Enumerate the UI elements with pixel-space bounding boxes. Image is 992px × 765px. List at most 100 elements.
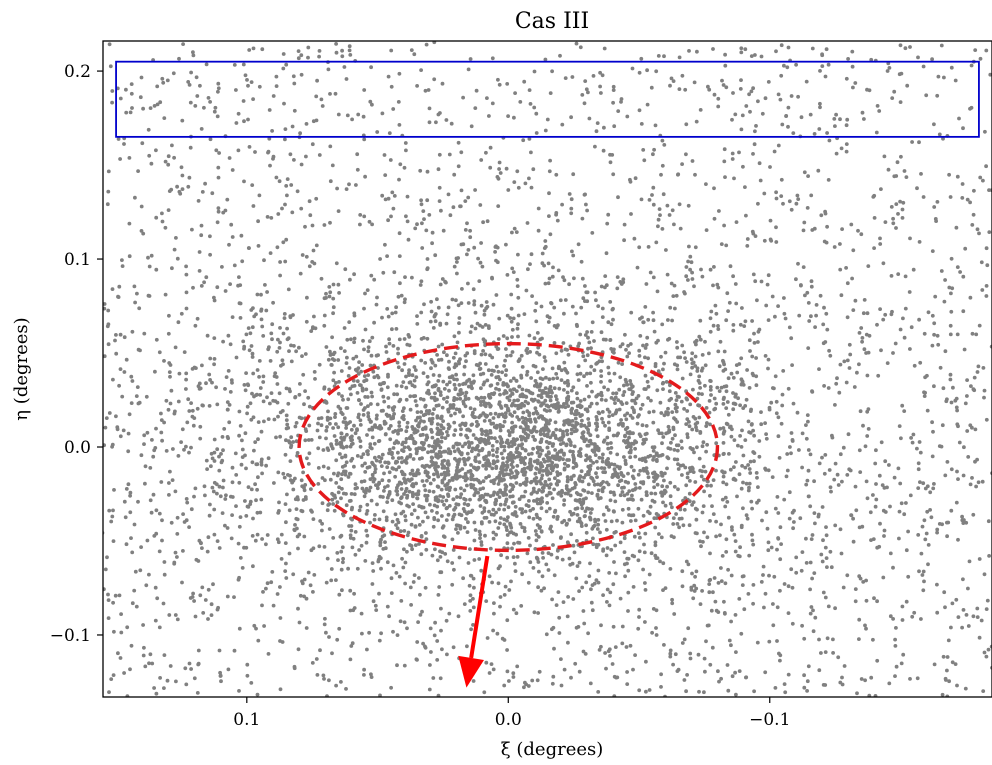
scatter-point xyxy=(126,482,131,487)
scatter-point xyxy=(734,363,739,367)
scatter-point xyxy=(787,516,792,521)
scatter-point xyxy=(339,346,343,351)
scatter-point xyxy=(814,303,819,307)
scatter-point xyxy=(827,348,831,353)
scatter-point xyxy=(298,271,303,276)
scatter-point xyxy=(497,82,502,87)
scatter-point xyxy=(492,611,496,616)
scatter-point xyxy=(745,368,749,372)
scatter-point xyxy=(594,427,599,432)
scatter-point xyxy=(451,355,456,360)
scatter-point xyxy=(909,436,913,440)
scatter-point xyxy=(680,376,685,381)
scatter-point xyxy=(975,227,980,232)
scatter-point xyxy=(423,404,428,409)
scatter-point xyxy=(396,456,401,460)
scatter-point xyxy=(852,385,857,389)
scatter-point xyxy=(686,278,690,282)
scatter-point xyxy=(898,327,903,332)
scatter-point xyxy=(368,442,373,447)
scatter-point xyxy=(921,588,926,593)
scatter-point xyxy=(536,345,541,350)
scatter-point xyxy=(268,401,272,406)
scatter-point xyxy=(947,172,951,177)
scatter-point xyxy=(904,599,909,604)
scatter-point xyxy=(325,508,330,513)
scatter-point xyxy=(421,371,426,375)
scatter-point xyxy=(217,468,222,473)
scatter-point xyxy=(502,522,507,527)
scatter-point xyxy=(230,495,235,499)
scatter-point xyxy=(343,267,348,272)
scatter-point xyxy=(549,524,553,529)
scatter-point xyxy=(402,337,407,341)
scatter-point xyxy=(147,264,152,269)
scatter-point xyxy=(226,333,231,338)
scatter-point xyxy=(247,145,252,149)
scatter-point xyxy=(483,492,488,497)
scatter-point xyxy=(233,451,238,456)
scatter-point xyxy=(762,238,767,243)
scatter-point xyxy=(696,378,701,383)
scatter-point xyxy=(550,597,554,602)
scatter-point xyxy=(637,615,641,619)
scatter-point xyxy=(356,112,361,117)
scatter-point xyxy=(604,553,609,558)
scatter-point xyxy=(508,521,512,526)
scatter-point xyxy=(570,249,574,254)
scatter-point xyxy=(797,313,802,318)
scatter-point xyxy=(429,299,433,304)
scatter-point xyxy=(823,209,827,214)
scatter-point xyxy=(904,548,909,553)
scatter-point xyxy=(505,395,510,400)
scatter-point xyxy=(985,263,990,268)
scatter-point xyxy=(285,177,290,182)
scatter-point xyxy=(337,380,341,384)
scatter-point xyxy=(254,393,258,397)
scatter-point xyxy=(675,522,680,526)
scatter-point xyxy=(599,330,604,335)
scatter-point xyxy=(328,92,332,96)
scatter-point xyxy=(471,623,475,627)
scatter-point xyxy=(374,608,379,612)
scatter-point xyxy=(175,555,179,559)
scatter-point xyxy=(326,357,331,362)
scatter-point xyxy=(833,606,837,611)
scatter-point xyxy=(391,563,396,568)
scatter-point xyxy=(832,477,837,482)
scatter-point xyxy=(529,185,534,190)
scatter-point xyxy=(703,383,707,388)
scatter-point xyxy=(215,539,220,543)
scatter-point xyxy=(522,466,527,471)
scatter-point xyxy=(371,369,376,374)
scatter-point xyxy=(729,619,733,624)
scatter-point xyxy=(244,545,249,550)
scatter-point xyxy=(847,342,852,347)
scatter-point xyxy=(839,551,844,556)
scatter-point xyxy=(589,330,594,334)
scatter-point xyxy=(834,112,838,117)
scatter-point xyxy=(689,260,694,265)
scatter-point xyxy=(306,45,311,50)
scatter-point xyxy=(372,277,377,282)
scatter-point xyxy=(836,655,841,660)
scatter-point xyxy=(796,94,800,99)
scatter-point xyxy=(501,456,505,461)
scatter-point xyxy=(423,470,428,475)
scatter-point xyxy=(901,200,906,205)
scatter-point xyxy=(52,490,56,494)
scatter-point xyxy=(805,413,810,417)
scatter-point xyxy=(414,375,419,379)
scatter-point xyxy=(206,587,211,592)
scatter-point xyxy=(618,540,623,545)
scatter-point xyxy=(299,72,304,77)
scatter-point xyxy=(975,457,979,462)
scatter-point xyxy=(535,350,539,355)
scatter-point xyxy=(437,373,442,378)
scatter-point xyxy=(853,81,858,85)
scatter-point xyxy=(462,497,466,501)
scatter-point xyxy=(179,311,184,316)
scatter-point xyxy=(203,181,208,186)
scatter-point xyxy=(562,502,566,507)
scatter-point xyxy=(444,498,449,503)
